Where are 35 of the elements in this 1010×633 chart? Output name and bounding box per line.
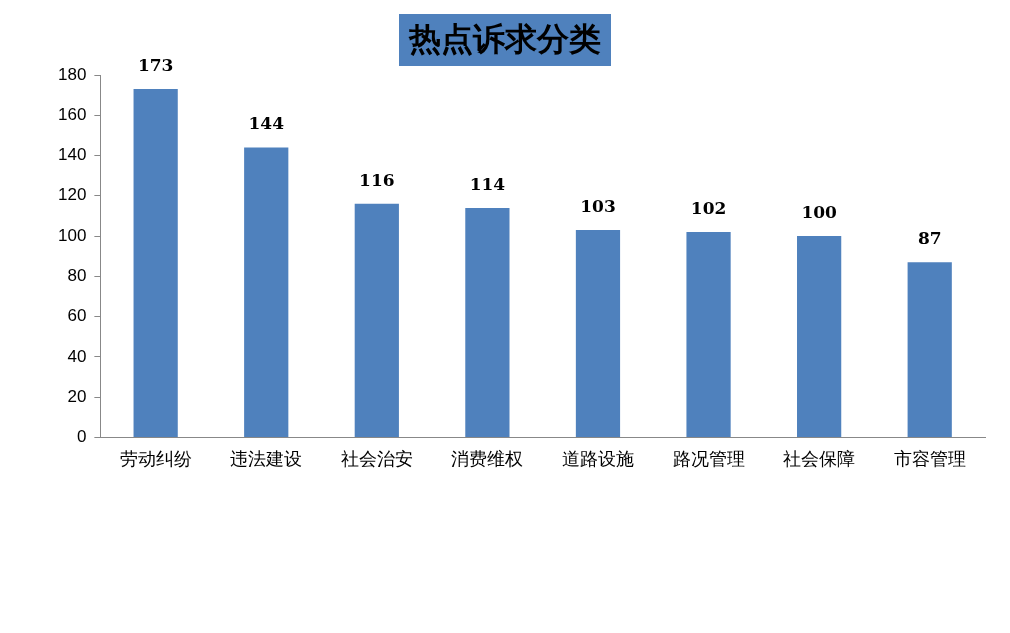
data-label: 114 — [469, 173, 506, 194]
x-tick-label: 社会保障 — [783, 447, 856, 469]
bar — [686, 232, 731, 437]
x-tick-label: 道路设施 — [561, 447, 634, 469]
bar — [797, 236, 842, 437]
x-tick-label: 社会治安 — [340, 447, 413, 469]
chart-title: 热点诉求分类 — [399, 14, 611, 66]
bar — [133, 89, 178, 437]
bar — [907, 262, 952, 437]
bar — [465, 207, 510, 437]
y-tick-label: 0 — [76, 427, 87, 447]
data-label: 103 — [580, 195, 616, 216]
data-label: 144 — [248, 113, 285, 134]
data-label: 116 — [359, 169, 395, 190]
y-tick-label: 100 — [57, 225, 87, 245]
y-tick-label: 20 — [67, 386, 87, 406]
y-tick-label: 40 — [67, 346, 87, 366]
bar — [244, 147, 289, 437]
y-tick-label: 60 — [67, 306, 87, 326]
y-tick-label: 180 — [57, 64, 87, 84]
y-tick-label: 160 — [57, 104, 87, 124]
x-tick-label: 劳动纠纷 — [119, 447, 192, 469]
bar — [354, 203, 399, 437]
y-tick-label: 140 — [57, 145, 87, 165]
data-label: 87 — [917, 228, 942, 249]
data-label: 100 — [801, 201, 838, 222]
y-tick-label: 120 — [57, 185, 87, 205]
x-tick-label: 市容管理 — [893, 447, 966, 469]
bar — [575, 230, 621, 437]
x-tick-label: 路况管理 — [672, 447, 745, 469]
y-tick-label: 80 — [67, 266, 87, 286]
x-tick-label: 违法建设 — [230, 447, 303, 469]
data-label: 102 — [690, 197, 727, 218]
data-label: 173 — [137, 55, 174, 76]
x-tick-label: 消费维权 — [451, 447, 524, 469]
